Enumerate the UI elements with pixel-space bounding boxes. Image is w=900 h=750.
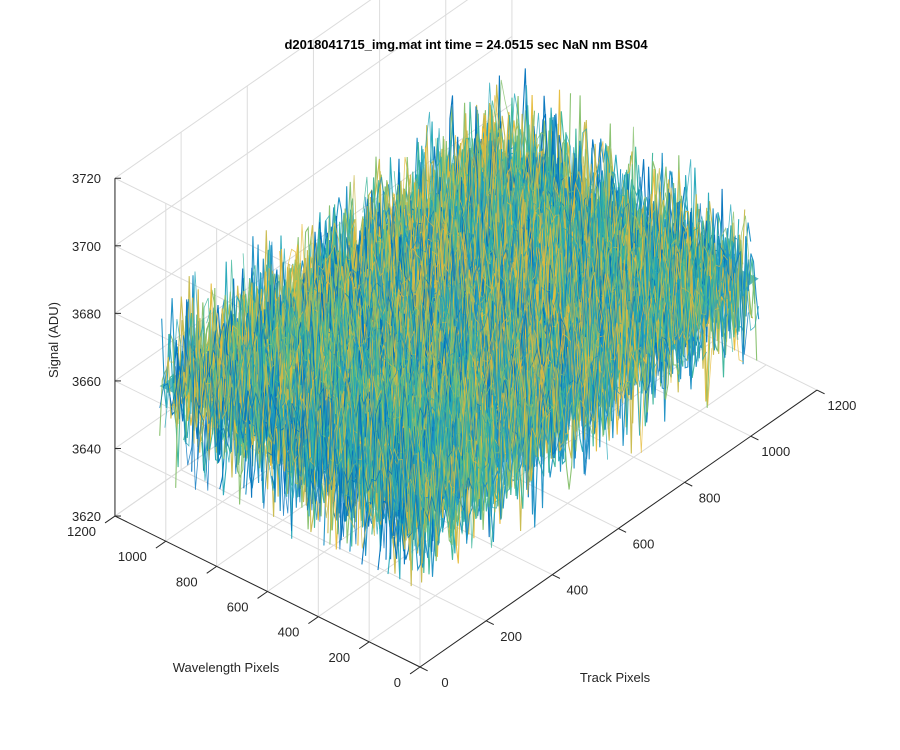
- grid-line: [114, 0, 469, 247]
- x-tick-label: 400: [566, 583, 588, 598]
- surface-col: [466, 124, 728, 325]
- y-tick-label: 400: [278, 625, 300, 640]
- y-tick-label: 600: [227, 600, 249, 615]
- y-tick: [257, 591, 268, 599]
- surface-col: [331, 215, 593, 452]
- z-tick-label: 3720: [72, 171, 101, 186]
- surface-col: [440, 133, 702, 356]
- grid-line: [368, 364, 767, 643]
- y-tick: [104, 515, 116, 524]
- z-tick-label: 3680: [72, 306, 101, 321]
- surface-col: [445, 140, 707, 362]
- surface-col: [300, 271, 562, 467]
- x-tick: [750, 435, 759, 441]
- x-tick: [552, 574, 561, 579]
- surface-col: [419, 152, 681, 386]
- x-tick-label: 600: [633, 537, 655, 552]
- y-tick: [409, 666, 421, 675]
- z-tick-label: 3660: [72, 374, 101, 389]
- surface-col: [409, 147, 671, 395]
- surface-col: [456, 140, 718, 351]
- x-tick-label: 800: [699, 490, 721, 505]
- y-tick-label: 200: [328, 650, 350, 665]
- x-tick: [816, 389, 825, 395]
- y-tick-label: 1200: [67, 524, 96, 539]
- surface-col: [180, 299, 442, 539]
- surface-col: [164, 319, 426, 551]
- surface-col: [320, 214, 582, 453]
- x-tick: [618, 528, 627, 533]
- x-axis-label: Track Pixels: [580, 670, 651, 685]
- grid-line: [114, 448, 421, 600]
- z-tick-label: 3620: [72, 509, 101, 524]
- y-tick-label: 1000: [118, 549, 147, 564]
- y-tick: [206, 565, 217, 574]
- y-tick-label: 0: [394, 675, 401, 690]
- x-tick-label: 1200: [827, 398, 856, 413]
- surface-row: [419, 236, 760, 568]
- y-tick-label: 800: [176, 574, 198, 589]
- grid-line: [114, 0, 372, 179]
- chart-title: d2018041715_img.mat int time = 24.0515 s…: [284, 37, 648, 52]
- z-tick-label: 3700: [72, 239, 101, 254]
- x-tick: [419, 666, 428, 672]
- surface-col: [195, 297, 457, 571]
- z-tick-label: 3640: [72, 441, 101, 456]
- x-tick-label: 1000: [761, 444, 790, 459]
- surface-col: [482, 95, 744, 363]
- y-tick: [358, 641, 370, 650]
- x-tick-label: 0: [441, 675, 448, 690]
- grid-line: [114, 35, 513, 314]
- z-axis-label: Signal (ADU): [46, 302, 61, 378]
- x-tick: [485, 620, 495, 626]
- surface-col: [477, 82, 739, 344]
- surface-col: [258, 262, 520, 499]
- y-axis-label: Wavelength Pixels: [173, 660, 280, 675]
- surface-plot: [159, 68, 760, 587]
- surface-col: [425, 111, 687, 387]
- surface-col: [388, 156, 650, 453]
- surface-col: [159, 365, 421, 550]
- y-tick: [308, 616, 319, 625]
- x-tick: [684, 481, 693, 487]
- axes-ticks: 0 200 400 600 800 1000 1200 0 200 400 600 800 1000 12…: [67, 171, 856, 690]
- x-tick-label: 200: [500, 629, 522, 644]
- y-tick: [155, 540, 167, 549]
